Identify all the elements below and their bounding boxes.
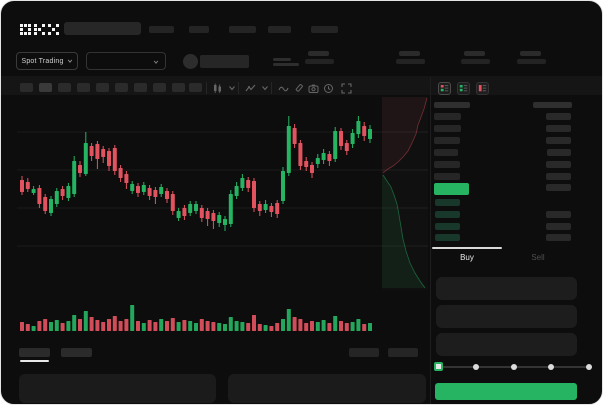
bid-row-price[interactable] bbox=[435, 234, 460, 241]
bid-row-amount[interactable] bbox=[546, 234, 571, 241]
timeframe-button[interactable] bbox=[134, 83, 147, 92]
clock-icon bbox=[323, 83, 333, 93]
stat-value-placeholder bbox=[517, 59, 546, 64]
ask-row-amount[interactable] bbox=[546, 137, 571, 144]
bottom-tab-active-indicator bbox=[20, 360, 49, 362]
buy-submit-button[interactable] bbox=[435, 383, 577, 400]
timeframe-button[interactable] bbox=[20, 83, 33, 92]
pair-title-placeholder bbox=[200, 55, 249, 68]
screenshot-button[interactable] bbox=[307, 82, 319, 94]
nav-item-placeholder[interactable] bbox=[268, 26, 291, 33]
bids-book-view-toggle[interactable] bbox=[457, 82, 470, 95]
orderbook-col-header-price bbox=[434, 102, 470, 108]
camera-icon bbox=[308, 84, 318, 93]
order-input-field[interactable] bbox=[436, 333, 577, 356]
wave-icon bbox=[277, 86, 289, 91]
ask-row-price[interactable] bbox=[434, 161, 460, 168]
indicators-button[interactable] bbox=[244, 82, 256, 94]
pair-subtitle-line bbox=[273, 58, 291, 61]
indicators-caret[interactable] bbox=[259, 82, 271, 94]
candle-style-button[interactable] bbox=[211, 82, 223, 94]
timeframe-button[interactable] bbox=[153, 83, 166, 92]
bottom-content-panel bbox=[19, 374, 216, 403]
ask-row-amount[interactable] bbox=[547, 149, 571, 156]
bid-row-price[interactable] bbox=[435, 211, 460, 218]
expand-icon bbox=[340, 82, 352, 94]
combined-book-view-toggle[interactable] bbox=[438, 82, 451, 95]
tab-buy[interactable]: Buy bbox=[460, 253, 474, 262]
last-price-highlight[interactable] bbox=[434, 183, 469, 195]
stat-value-placeholder bbox=[396, 59, 425, 64]
slider-stop-dot[interactable] bbox=[548, 364, 554, 370]
candle-style-caret[interactable] bbox=[226, 82, 238, 94]
nav-item-placeholder[interactable] bbox=[311, 26, 338, 33]
ask-row-price[interactable] bbox=[434, 113, 461, 120]
stat-label-placeholder bbox=[520, 51, 541, 56]
timeframe-button[interactable] bbox=[77, 83, 90, 92]
order-input-field[interactable] bbox=[436, 305, 577, 328]
orderbook-col-header-amount bbox=[533, 102, 572, 108]
ask-row-price[interactable] bbox=[434, 137, 460, 144]
timeframe-button[interactable] bbox=[115, 83, 128, 92]
draw-button[interactable] bbox=[292, 82, 304, 94]
ask-row-amount[interactable] bbox=[546, 173, 571, 180]
amount-slider-handle[interactable] bbox=[434, 362, 443, 371]
coin-avatar[interactable] bbox=[183, 54, 198, 69]
ask-row-amount[interactable] bbox=[546, 161, 571, 168]
pencil-icon bbox=[295, 83, 303, 92]
stat-label-placeholder bbox=[308, 51, 329, 56]
market-type-label: Spot Trading bbox=[21, 57, 64, 65]
bottom-tab-placeholder[interactable] bbox=[61, 348, 92, 357]
nav-item-placeholder[interactable] bbox=[189, 26, 209, 33]
nav-item-placeholder[interactable] bbox=[149, 26, 174, 33]
tab-sell[interactable]: Sell bbox=[531, 253, 545, 262]
ask-row-amount[interactable] bbox=[546, 125, 571, 132]
pair-subtitle-line bbox=[273, 63, 299, 66]
order-input-field[interactable] bbox=[436, 277, 577, 300]
ask-row-price[interactable] bbox=[434, 125, 461, 132]
stat-value-placeholder bbox=[305, 59, 334, 64]
timeframe-button[interactable] bbox=[172, 83, 185, 92]
stat-value-placeholder bbox=[461, 59, 490, 64]
chevron-down-icon bbox=[153, 60, 159, 64]
last-price-side-amount bbox=[546, 184, 571, 191]
timeframe-button[interactable] bbox=[58, 83, 71, 92]
ask-row-price[interactable] bbox=[434, 149, 458, 156]
fullscreen-button[interactable] bbox=[340, 82, 352, 94]
timeframe-button[interactable] bbox=[39, 83, 52, 92]
timer-button[interactable] bbox=[322, 82, 334, 94]
bottom-tab-placeholder[interactable] bbox=[19, 348, 50, 357]
okx-logo bbox=[20, 24, 59, 35]
slider-stop-dot[interactable] bbox=[586, 364, 592, 370]
bottom-bar-control[interactable] bbox=[349, 348, 379, 357]
ask-row-price[interactable] bbox=[434, 173, 460, 180]
stat-label-placeholder bbox=[464, 51, 485, 56]
candles-icon bbox=[213, 83, 221, 93]
market-type-selector[interactable]: Spot Trading bbox=[16, 52, 78, 70]
bid-row-amount[interactable] bbox=[546, 223, 571, 230]
timeframe-button[interactable] bbox=[96, 83, 109, 92]
asks-book-view-toggle[interactable] bbox=[476, 82, 489, 95]
bottom-content-panel bbox=[228, 374, 426, 403]
buy-tab-indicator bbox=[432, 247, 502, 249]
chevron-down-icon bbox=[229, 86, 235, 91]
pair-selector-dropdown[interactable] bbox=[86, 52, 166, 70]
slider-stop-dot[interactable] bbox=[473, 364, 479, 370]
bid-row-price[interactable] bbox=[435, 199, 460, 206]
bid-row-amount[interactable] bbox=[546, 211, 571, 218]
chevron-down-icon bbox=[67, 59, 72, 63]
bid-row-price[interactable] bbox=[435, 223, 460, 230]
nav-item-placeholder[interactable] bbox=[229, 26, 256, 33]
line-tools-button[interactable] bbox=[277, 82, 289, 94]
chevron-down-icon bbox=[262, 86, 268, 91]
search-input[interactable] bbox=[64, 22, 141, 35]
slider-stop-dot[interactable] bbox=[511, 364, 517, 370]
timeframe-button[interactable] bbox=[189, 83, 202, 92]
stat-label-placeholder bbox=[399, 51, 420, 56]
bottom-bar-control[interactable] bbox=[388, 348, 418, 357]
ask-row-amount[interactable] bbox=[546, 113, 571, 120]
indicator-icon bbox=[245, 84, 255, 91]
